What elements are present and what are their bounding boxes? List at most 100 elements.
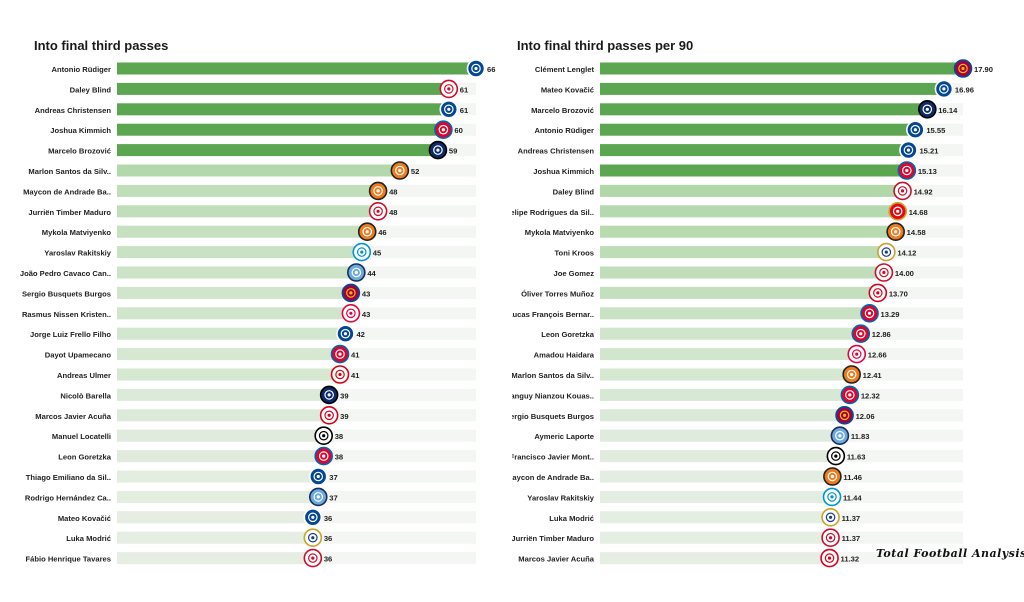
value-label: 14.00: [895, 269, 914, 278]
category-label: Andreas Ulmer: [57, 371, 111, 380]
value-label: 43: [362, 289, 370, 298]
category-label: Aymeric Laporte: [534, 432, 594, 441]
bar: [600, 205, 898, 218]
bar-row: Francisco Javier Mont.. 11.63: [512, 446, 963, 466]
bar: [117, 307, 351, 320]
value-label: 41: [351, 351, 360, 360]
bar: [600, 164, 907, 177]
category-label: Marlon Santos da Silv..: [28, 167, 111, 176]
bar-row: Aymeric Laporte 11.83: [534, 426, 963, 446]
bar: [117, 531, 313, 544]
value-label: 38: [335, 432, 343, 441]
value-label: 36: [324, 555, 332, 564]
bar: [117, 511, 313, 524]
besiktas-badge-icon: [826, 446, 846, 466]
value-label: 12.86: [872, 330, 891, 339]
category-label: Nicolò Barella: [60, 391, 111, 400]
bar: [117, 164, 400, 177]
bar: [117, 470, 319, 483]
ajax-badge-icon: [821, 528, 840, 548]
value-label: 13.29: [881, 310, 900, 319]
category-label: Amadou Haidara: [534, 351, 595, 360]
bar: [600, 552, 830, 565]
bar: [600, 511, 831, 524]
bar: [600, 470, 833, 483]
bar: [600, 286, 878, 299]
value-label: 48: [389, 208, 397, 217]
value-label: 14.92: [914, 187, 933, 196]
category-label: Joshua Kimmich: [50, 126, 111, 135]
real-madrid-badge-icon: [303, 528, 323, 548]
category-label: Antonio Rüdiger: [52, 65, 112, 74]
value-label: 66: [487, 65, 495, 74]
shakhtar-badge-icon: [842, 365, 861, 384]
bar: [117, 144, 438, 157]
bar-row: Andreas Christensen 61: [35, 100, 476, 119]
barcelona-badge-icon: [341, 283, 361, 303]
chart-title-right: Into final third passes per 90: [517, 38, 694, 53]
value-label: 45: [373, 249, 382, 258]
bar-row: Maycon de Andrade Ba.. 48: [23, 181, 476, 201]
category-label: Luka Modrić: [66, 534, 111, 543]
category-label: Óliver Torres Muñoz: [521, 289, 594, 298]
value-label: 41: [351, 371, 360, 380]
bar: [600, 368, 852, 381]
bar-row: Marlon Santos da Silv.. 12.41: [512, 365, 963, 384]
bar-row: Jurriën Timber Maduro 48: [28, 202, 476, 221]
bar: [600, 450, 836, 463]
bar-row: Andreas Ulmer 41: [57, 365, 476, 384]
bar: [117, 450, 324, 463]
bar-row: Mateo Kovačić 36: [58, 507, 476, 527]
man-city-badge-icon: [830, 426, 850, 446]
chelsea-badge-icon: [303, 507, 323, 527]
bayern-badge-icon: [851, 324, 871, 344]
bar: [117, 123, 444, 136]
value-label: 15.55: [926, 126, 946, 135]
real-madrid-badge-icon: [821, 507, 840, 527]
chart-panel-left: Into final third passes Antonio Rüdiger 6…: [20, 38, 495, 568]
value-label: 61: [460, 106, 469, 115]
value-label: 43: [362, 310, 370, 319]
inter-badge-icon: [428, 140, 448, 160]
category-label: Marcos Javier Acuña: [35, 412, 111, 421]
value-label: 14.68: [909, 208, 928, 217]
bar-row: Mykola Matviyenko 14.58: [525, 222, 963, 241]
chelsea-badge-icon: [439, 100, 459, 119]
value-label: 39: [340, 412, 348, 421]
man-city-badge-icon: [347, 263, 366, 282]
bar-row: Lucas François Bernar.. 13.29: [512, 303, 963, 323]
real-madrid-badge-icon: [877, 242, 896, 262]
category-label: Yaroslav Rakitskiy: [44, 249, 111, 258]
value-label: 48: [389, 187, 397, 196]
bar-row: Joe Gomez 14.00: [553, 263, 963, 282]
bar-row: Leon Goretzka 12.86: [541, 324, 963, 344]
bar: [117, 286, 351, 299]
bar-row: Maycon de Andrade Ba.. 11.46: [512, 467, 963, 486]
bar: [117, 246, 362, 259]
chelsea-badge-icon: [934, 79, 954, 99]
shakhtar-badge-icon: [368, 181, 388, 201]
bar-row: Óliver Torres Muñoz 13.70: [521, 283, 963, 303]
bar-row: Tanguy Nianzou Kouas.. 12.32: [512, 385, 963, 405]
bar-row: Felipe Rodrigues da Sil.. 14.68: [512, 202, 963, 221]
value-label: 37: [329, 473, 337, 482]
bar: [600, 490, 832, 503]
category-label: Yaroslav Rakitskiy: [527, 493, 594, 502]
value-label: 59: [449, 147, 457, 156]
value-label: 11.32: [841, 555, 860, 564]
bar-row: Marcos Javier Acuña 11.32: [518, 548, 963, 568]
leipzig-badge-icon: [341, 303, 361, 323]
bar: [117, 266, 357, 279]
shakhtar-badge-icon: [823, 467, 842, 486]
bar: [117, 205, 379, 218]
bar: [600, 327, 861, 340]
bar-row: Toni Kroos 14.12: [554, 242, 963, 262]
category-label: João Pedro Cavaco Can..: [20, 269, 111, 278]
value-label: 11.44: [843, 493, 862, 502]
shakhtar-badge-icon: [357, 222, 377, 241]
bar: [600, 531, 831, 544]
category-label: Marcelo Brozović: [531, 106, 594, 115]
category-label: Francisco Javier Mont..: [512, 453, 594, 462]
bar-row: João Pedro Cavaco Can.. 44: [20, 263, 476, 282]
